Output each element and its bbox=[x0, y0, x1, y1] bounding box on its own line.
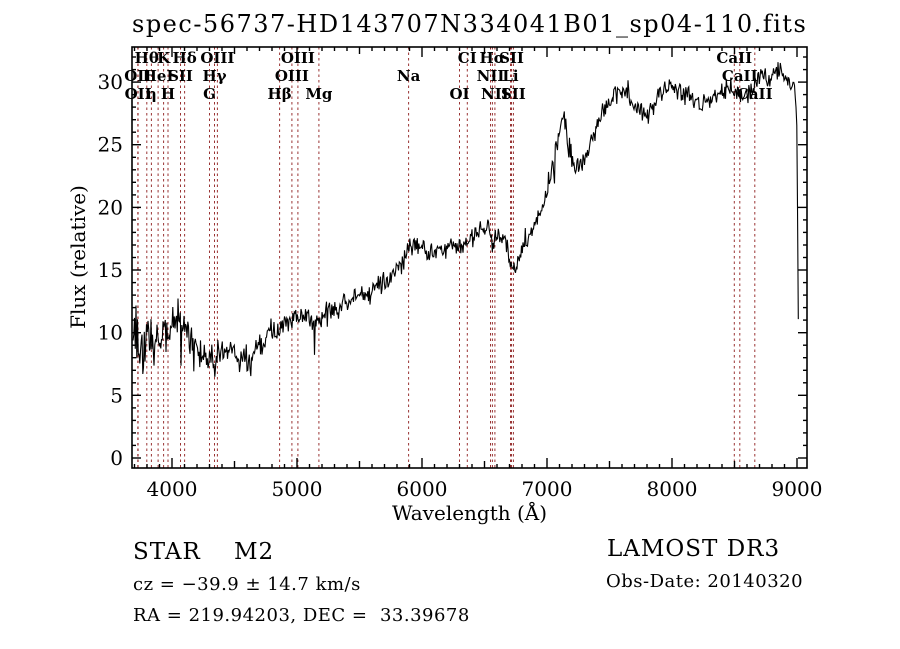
x-tick-label: 7000 bbox=[522, 477, 573, 501]
spectral-line-label: OII bbox=[125, 85, 152, 103]
spectral-line-label: SII bbox=[501, 85, 526, 103]
spectral-line-label: Hγ bbox=[202, 67, 226, 85]
spectral-line-label: CaII bbox=[737, 85, 773, 103]
y-tick-label: 20 bbox=[98, 195, 123, 219]
spectral-line-label: Hδ bbox=[173, 49, 197, 67]
plot-frame bbox=[131, 46, 808, 469]
y-axis-label: Flux (relative) bbox=[66, 185, 90, 329]
spectral-line-label: η bbox=[146, 85, 157, 103]
spectral-line-label: NII bbox=[477, 67, 505, 85]
x-tick-label: 4000 bbox=[147, 477, 198, 501]
y-tick-label: 15 bbox=[98, 258, 123, 282]
radec-annotation: RA = 219.94203, DEC = 33.39678 bbox=[133, 605, 470, 626]
spectral-line-label: OIII bbox=[200, 49, 234, 67]
class-annotation: STAR M2 bbox=[133, 539, 275, 565]
x-tick-label: 6000 bbox=[397, 477, 448, 501]
x-tick-label: 5000 bbox=[272, 477, 323, 501]
spectral-line-label: CaII bbox=[716, 49, 752, 67]
spectral-line-label: OII bbox=[124, 67, 151, 85]
spectral-line-label: OIII bbox=[275, 67, 309, 85]
spectral-line-label: G bbox=[203, 85, 216, 103]
y-tick-label: 10 bbox=[98, 321, 123, 345]
spectrum-path bbox=[132, 62, 799, 377]
spectral-line-label: H bbox=[161, 85, 175, 103]
spectral-line-label: CaII bbox=[722, 67, 758, 85]
spectral-line-label: Mg bbox=[305, 85, 333, 103]
spectral-line-label: OI bbox=[449, 85, 469, 103]
spectral-line-label: SII bbox=[168, 67, 193, 85]
spectral-line-label: Li bbox=[502, 67, 519, 85]
plot-title: spec-56737-HD143707N334041B01_sp04-110.f… bbox=[132, 10, 808, 38]
spectral-line-label: NII bbox=[481, 85, 509, 103]
cz-annotation: cz = −39.9 ± 14.7 km/s bbox=[133, 574, 361, 595]
spectral-line-label: OIII bbox=[281, 49, 315, 67]
x-tick-label: 9000 bbox=[772, 477, 823, 501]
y-tick-label: 5 bbox=[110, 383, 123, 407]
spectral-line-label: Hα bbox=[480, 49, 506, 67]
spectral-line-label: Hθ bbox=[135, 49, 159, 67]
x-axis-label: Wavelength (Å) bbox=[391, 501, 548, 525]
y-tick-label: 0 bbox=[110, 446, 123, 470]
spectral-line-label: CI bbox=[458, 49, 477, 67]
x-tick-label: 8000 bbox=[647, 477, 698, 501]
spectral-line-label: HeI bbox=[143, 67, 174, 85]
spectral-line-label: Hβ bbox=[268, 85, 292, 103]
spectral-line-label: SII bbox=[499, 49, 524, 67]
survey-annotation: LAMOST DR3 bbox=[607, 536, 781, 562]
y-tick-label: 25 bbox=[98, 133, 123, 157]
spectral-line-label: K bbox=[157, 49, 171, 67]
spectral-line-label: Na bbox=[397, 67, 421, 85]
y-tick-label: 30 bbox=[98, 70, 123, 94]
obsdate-annotation: Obs-Date: 20140320 bbox=[606, 571, 804, 592]
